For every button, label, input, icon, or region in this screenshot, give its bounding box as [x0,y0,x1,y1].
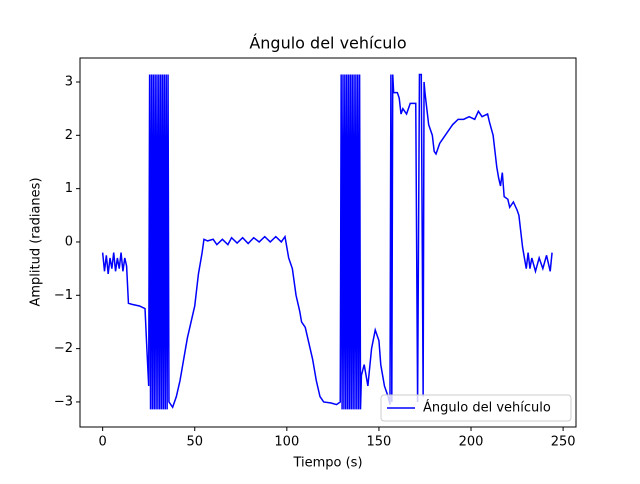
legend-label: Ángulo del vehículo [423,400,551,416]
x-tick-label: 200 [459,435,484,450]
x-tick-label: 150 [367,435,392,450]
x-tick-label: 100 [274,435,299,450]
y-tick-label: 1 [65,181,73,196]
y-tick-label: 3 [65,74,73,89]
y-tick-label: 2 [65,128,73,143]
y-tick-label: −3 [54,394,73,409]
y-tick-label: 0 [65,234,73,249]
x-tick-label: 250 [551,435,576,450]
x-axis-label: Tiempo (s) [292,456,362,471]
chart-title: Ángulo del vehículo [249,34,406,53]
legend-box [380,394,572,422]
y-axis-label: Amplitud (radianes) [29,177,44,306]
x-tick-label: 50 [186,435,203,450]
y-tick-label: −2 [54,341,73,356]
plot-frame [79,57,577,428]
x-tick-label: 0 [99,435,107,450]
y-tick-label: −1 [54,288,73,303]
data-line [101,73,553,410]
